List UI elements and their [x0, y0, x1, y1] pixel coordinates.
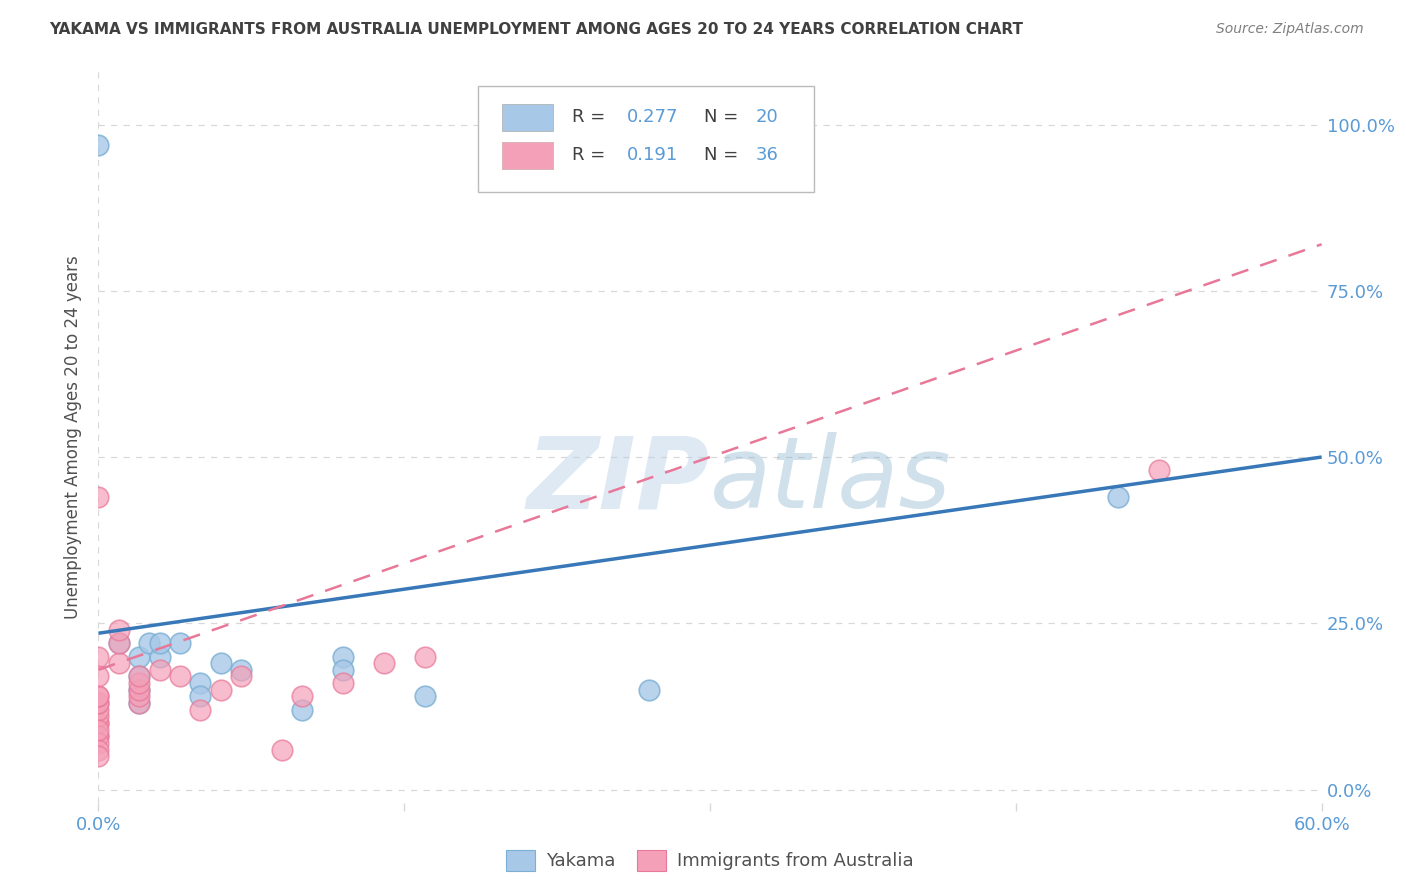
Point	[108, 656, 131, 670]
Point	[209, 682, 232, 697]
Point	[87, 716, 110, 731]
Point	[413, 690, 436, 704]
Y-axis label: Unemployment Among Ages 20 to 24 years: Unemployment Among Ages 20 to 24 years	[65, 255, 83, 619]
Point	[87, 703, 110, 717]
FancyBboxPatch shape	[502, 103, 554, 131]
Text: ZIP: ZIP	[527, 433, 710, 530]
Point	[169, 669, 191, 683]
Point	[108, 636, 131, 650]
Text: N =: N =	[704, 146, 744, 164]
Point	[87, 729, 110, 743]
Point	[332, 676, 354, 690]
Point	[87, 690, 110, 704]
Text: R =: R =	[572, 146, 610, 164]
Point	[149, 636, 172, 650]
Point	[188, 703, 212, 717]
Point	[149, 663, 172, 677]
Point	[128, 669, 150, 683]
Point	[332, 649, 354, 664]
Point	[1147, 463, 1170, 477]
Point	[128, 696, 150, 710]
Text: 36: 36	[755, 146, 778, 164]
Point	[128, 690, 150, 704]
Point	[1107, 490, 1129, 504]
Point	[128, 682, 150, 697]
Point	[87, 716, 110, 731]
Point	[291, 690, 314, 704]
Point	[87, 736, 110, 750]
Point	[128, 649, 150, 664]
Point	[87, 723, 110, 737]
Point	[87, 696, 110, 710]
FancyBboxPatch shape	[478, 86, 814, 192]
Text: Source: ZipAtlas.com: Source: ZipAtlas.com	[1216, 22, 1364, 37]
Point	[270, 742, 294, 756]
Point	[87, 749, 110, 764]
Point	[209, 656, 232, 670]
Point	[87, 690, 110, 704]
Point	[87, 137, 110, 152]
Text: YAKAMA VS IMMIGRANTS FROM AUSTRALIA UNEMPLOYMENT AMONG AGES 20 TO 24 YEARS CORRE: YAKAMA VS IMMIGRANTS FROM AUSTRALIA UNEM…	[49, 22, 1024, 37]
Point	[128, 676, 150, 690]
Point	[291, 703, 314, 717]
Point	[87, 669, 110, 683]
Point	[332, 663, 354, 677]
Legend: Yakama, Immigrants from Australia: Yakama, Immigrants from Australia	[499, 843, 921, 878]
Point	[87, 729, 110, 743]
Point	[108, 623, 131, 637]
Point	[373, 656, 395, 670]
Point	[149, 649, 172, 664]
Point	[108, 636, 131, 650]
FancyBboxPatch shape	[502, 142, 554, 169]
Point	[413, 649, 436, 664]
Text: 0.277: 0.277	[627, 109, 678, 127]
Point	[138, 636, 160, 650]
Point	[87, 696, 110, 710]
Text: 20: 20	[755, 109, 778, 127]
Text: atlas: atlas	[710, 433, 952, 530]
Point	[87, 709, 110, 723]
Point	[128, 682, 150, 697]
Point	[188, 676, 212, 690]
Text: R =: R =	[572, 109, 610, 127]
Point	[638, 682, 661, 697]
Point	[87, 649, 110, 664]
Text: 0.191: 0.191	[627, 146, 678, 164]
Point	[188, 690, 212, 704]
Point	[231, 669, 253, 683]
Point	[128, 669, 150, 683]
Point	[87, 742, 110, 756]
Point	[169, 636, 191, 650]
Text: N =: N =	[704, 109, 744, 127]
Point	[231, 663, 253, 677]
Point	[128, 696, 150, 710]
Point	[87, 490, 110, 504]
